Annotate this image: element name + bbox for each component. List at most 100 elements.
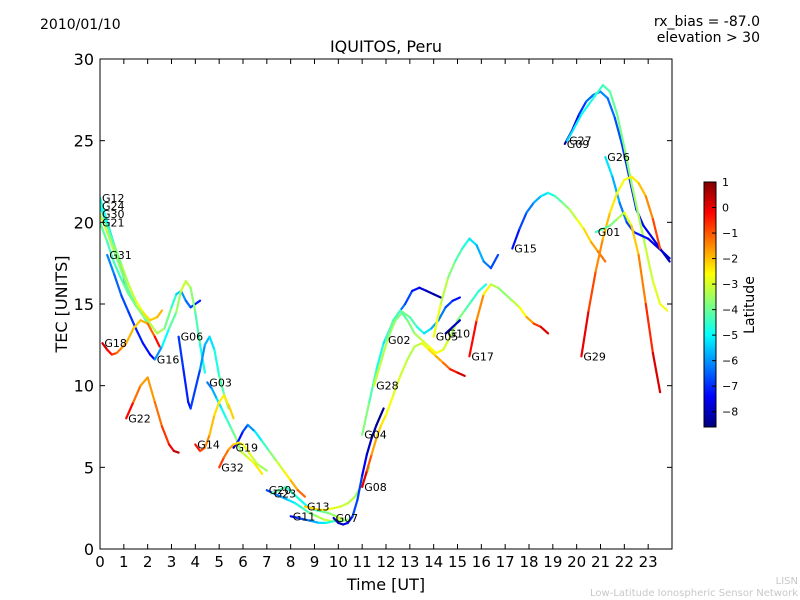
series-g20 bbox=[265, 489, 340, 523]
series-segment bbox=[408, 316, 419, 328]
series-segment bbox=[444, 299, 454, 309]
series-segment bbox=[575, 218, 585, 230]
series-label-g32: G32 bbox=[221, 461, 244, 474]
series-segment bbox=[380, 335, 390, 363]
series-segment bbox=[444, 325, 454, 335]
series-segment bbox=[253, 430, 264, 443]
series-segment bbox=[511, 227, 521, 250]
series-segment bbox=[384, 319, 395, 341]
series-segment bbox=[275, 459, 285, 472]
series-segment bbox=[203, 335, 211, 346]
series-segment bbox=[442, 335, 452, 351]
series-segment bbox=[325, 520, 335, 525]
colorbar-tick-label: −5 bbox=[722, 329, 738, 342]
series-label-g22: G22 bbox=[128, 412, 151, 425]
series-segment bbox=[608, 90, 619, 116]
x-tick-label: 12 bbox=[376, 553, 395, 571]
series-segment bbox=[370, 436, 378, 456]
series-label-g03: G03 bbox=[209, 376, 232, 389]
y-tick-label: 15 bbox=[74, 295, 94, 314]
series-segment bbox=[153, 335, 161, 348]
series-g17 bbox=[468, 283, 550, 358]
series-segment bbox=[168, 311, 178, 330]
series-segment bbox=[113, 250, 123, 273]
series-segment bbox=[418, 286, 428, 292]
series-segment bbox=[435, 348, 445, 355]
series-segment bbox=[218, 456, 225, 469]
series-segment bbox=[504, 293, 514, 302]
series-label-g17: G17 bbox=[471, 350, 494, 363]
series-segment bbox=[106, 253, 116, 276]
series-segment bbox=[291, 492, 302, 502]
series-segment bbox=[139, 376, 149, 387]
series-segment bbox=[308, 511, 318, 518]
series-segment bbox=[311, 507, 321, 511]
series-segment bbox=[179, 289, 187, 302]
series-segment bbox=[606, 97, 616, 119]
series-segment bbox=[387, 319, 397, 338]
series-segment bbox=[141, 314, 152, 325]
series-segment bbox=[296, 516, 307, 521]
footer-org-short: LISN bbox=[775, 576, 798, 587]
colorbar-tick-label: −7 bbox=[722, 380, 738, 393]
series-segment bbox=[608, 218, 619, 227]
series-segment bbox=[125, 400, 135, 420]
series-label-g12: G12 bbox=[102, 192, 125, 205]
series-segment bbox=[644, 302, 655, 355]
series-segment bbox=[647, 237, 657, 247]
series-segment bbox=[404, 289, 414, 306]
x-tick-label: 16 bbox=[472, 553, 491, 571]
colorbar-tick-label: 0 bbox=[722, 202, 729, 215]
series-segment bbox=[120, 294, 130, 314]
series-g05 bbox=[432, 237, 500, 338]
x-tick-label: 8 bbox=[286, 553, 296, 571]
series-segment bbox=[482, 260, 492, 270]
series-segment bbox=[518, 306, 528, 319]
series-segment bbox=[153, 400, 164, 428]
x-tick-label: 9 bbox=[310, 553, 320, 571]
x-tick-label: 19 bbox=[543, 553, 562, 571]
series-segment bbox=[651, 218, 662, 250]
series-segment bbox=[127, 293, 137, 307]
colorbar-gradient bbox=[703, 181, 717, 428]
series-segment bbox=[454, 247, 464, 263]
series-segment bbox=[220, 407, 228, 420]
series-segment bbox=[475, 244, 485, 263]
series-segment bbox=[608, 191, 619, 214]
series-segment bbox=[446, 260, 457, 279]
x-tick-label: 7 bbox=[262, 553, 272, 571]
series-segment bbox=[261, 440, 271, 453]
x-tick-label: 21 bbox=[591, 553, 610, 571]
series-segment bbox=[277, 485, 287, 492]
series-segment bbox=[411, 286, 421, 292]
series-segment bbox=[525, 201, 535, 214]
series-segment bbox=[361, 400, 371, 436]
rx-bias-label: rx_bias = -87.0 bbox=[653, 14, 760, 30]
series-segment bbox=[210, 387, 218, 400]
series-segment bbox=[106, 348, 114, 356]
x-tick-label: 13 bbox=[400, 553, 419, 571]
series-segment bbox=[644, 247, 655, 283]
y-tick-label: 30 bbox=[74, 50, 94, 69]
series-segment bbox=[616, 178, 626, 194]
series-segment bbox=[261, 466, 268, 472]
series-segment bbox=[413, 332, 423, 341]
series-label-g06: G06 bbox=[181, 331, 204, 344]
series-segment bbox=[577, 100, 588, 116]
series-segment bbox=[384, 394, 395, 417]
series-segment bbox=[456, 309, 466, 322]
series-segment bbox=[287, 498, 297, 505]
series-segment bbox=[141, 342, 152, 356]
series-g02 bbox=[384, 283, 488, 355]
y-axis-label: TEC [UNITS] bbox=[52, 256, 71, 354]
series-label-g31: G31 bbox=[109, 249, 132, 262]
series-segment bbox=[120, 263, 130, 286]
series-segment bbox=[222, 394, 230, 407]
series-label-g23: G23 bbox=[274, 488, 297, 501]
series-segment bbox=[120, 342, 128, 350]
series-g03 bbox=[206, 381, 264, 475]
series-segment bbox=[511, 299, 521, 309]
series-segment bbox=[208, 414, 216, 436]
x-tick-label: 4 bbox=[191, 553, 201, 571]
series-segment bbox=[239, 449, 249, 459]
